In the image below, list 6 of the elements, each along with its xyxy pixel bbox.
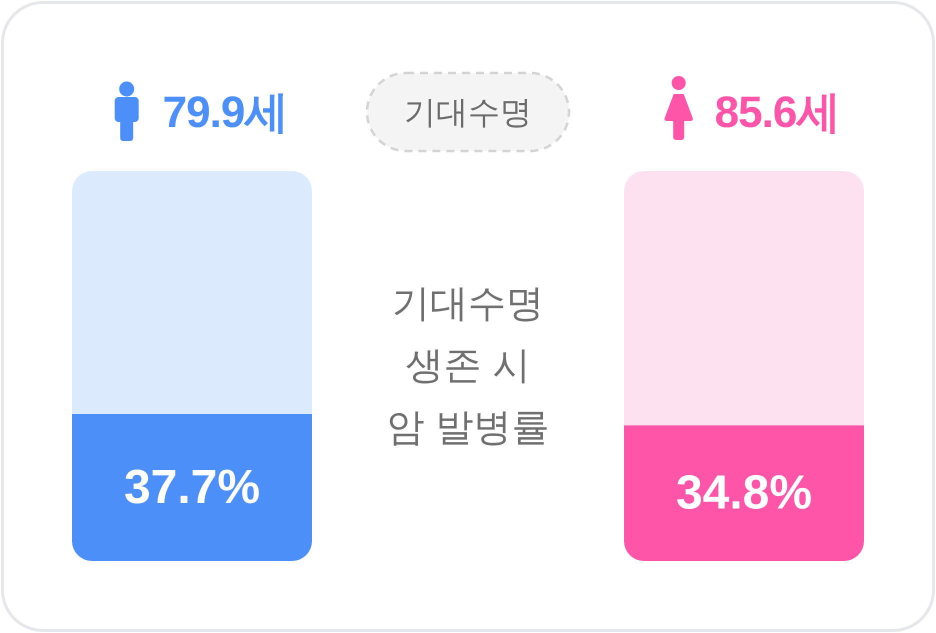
data-label: 34.8% bbox=[676, 466, 812, 520]
text: 기대수명 생존 시 암 발병률 bbox=[386, 283, 550, 449]
data-label: 37.7% bbox=[124, 460, 260, 514]
x-tick-label: 79.9세 bbox=[162, 88, 288, 137]
x-axis-title: 기대수명 bbox=[404, 94, 532, 130]
x-tick-label: 85.6세 bbox=[714, 88, 840, 137]
